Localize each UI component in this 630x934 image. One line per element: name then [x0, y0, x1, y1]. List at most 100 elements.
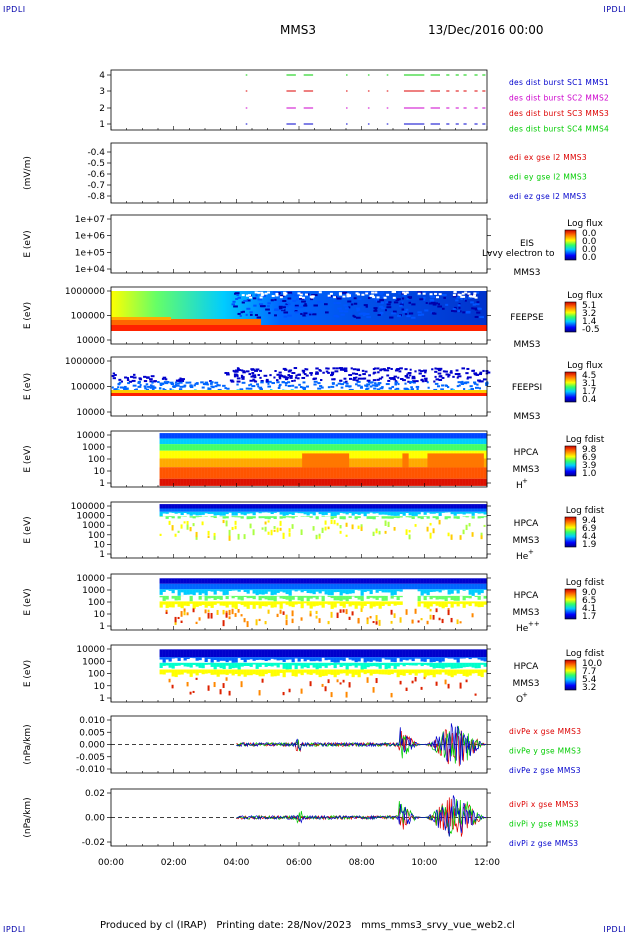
- panel-hpca_o-spectrogram-cell: [426, 662, 430, 666]
- panel-hpca_o-spectrogram-cell: [261, 669, 265, 677]
- panel-hpca_he1-spectrogram-cell: [306, 511, 310, 516]
- panel-hpca_he2-drop: [180, 620, 183, 623]
- panel-feepse-speckle: [474, 315, 479, 318]
- panel-hpca_o-spectrogram-cell: [222, 669, 226, 675]
- panel-hpca_o-spectrogram-cell: [252, 662, 256, 665]
- panel-hpca_he1-spectrogram-cell: [243, 511, 247, 516]
- panel-hpca_he1-spectrogram-cell: [276, 504, 280, 509]
- panel-hpca_he2-spectrogram-cell: [195, 589, 199, 593]
- panel-hpca_he2-drop: [366, 619, 369, 625]
- panel-hpca_o-spectrogram-cell: [213, 657, 217, 660]
- panel-hpca_he1-drop: [429, 532, 432, 539]
- panel-hpca_he1-drop: [357, 525, 360, 529]
- panel-hpca_he2-spectrogram-cell: [219, 601, 223, 606]
- panel-feepse-speckle: [437, 305, 443, 308]
- panel-feepse-gap: [429, 293, 433, 296]
- panel-hpca_he2-spectrogram-cell: [435, 583, 439, 590]
- panel-hpca_he2-spectrogram-cell: [183, 578, 187, 584]
- panel-feepse-speckle: [457, 304, 461, 307]
- panel-hpca_he2-colorbar-tick: 9.0: [582, 588, 597, 598]
- panel-hpca_he2-drop: [315, 610, 318, 614]
- panel-hpca_h-spectrogram-cell: [279, 458, 283, 468]
- panel-hpca_he1-spectrogram-cell: [477, 516, 481, 519]
- panel-hpca_h-spectrogram-cell: [360, 458, 364, 468]
- panel-feepsi-speckle: [112, 377, 116, 380]
- panel-hpca_he2-spectrogram-cell: [342, 589, 346, 594]
- panel-feepsi-speckle: [340, 368, 345, 371]
- panel-hpca_h-spectrogram-cell: [462, 433, 466, 439]
- panel-hpca_he1-spectrogram-cell: [207, 511, 211, 514]
- panel-hpca_he1-spectrogram-cell: [228, 504, 232, 509]
- panel-hpca_he2-spectrogram-cell: [471, 601, 475, 604]
- panel-feepse-speckle: [234, 292, 240, 295]
- panel-hpca_o-spectrogram-cell: [216, 669, 220, 677]
- panel-eis-colorbar-tick: 0.0: [582, 229, 597, 239]
- panel-hpca_h-spectrogram-cell: [423, 467, 427, 479]
- panel-feepsi-speckle: [230, 380, 235, 383]
- panel-hpca_h-spectrogram-cell: [363, 478, 367, 486]
- panel-hpca_he1-spectrogram-cell: [333, 511, 337, 516]
- footer: Produced by cl (IRAP) Printing date: 28/…: [100, 920, 515, 931]
- panel-hpca_he1-spectrogram-cell: [372, 516, 376, 520]
- panel-hpca_he2-spectrogram-cell: [303, 578, 307, 584]
- panel-hpca_he2-spectrogram-cell: [315, 583, 319, 590]
- panel-hpca_he2-drop: [243, 618, 246, 623]
- panel-feepse-lowband: [111, 319, 261, 325]
- panel-hpca_h-spectrogram-cell: [393, 438, 397, 445]
- panel-hpca_h-spectrogram-cell: [282, 433, 286, 439]
- panel-hpca_he1-spectrogram-cell: [405, 516, 409, 518]
- panel-hpca_h-spectrogram-cell: [297, 467, 301, 479]
- panel-hpca_h-spectrogram-cell: [159, 458, 163, 468]
- panel-hpca_he2-spectrogram-cell: [381, 601, 385, 606]
- panel-feepsi-speckle: [170, 383, 175, 386]
- panel-hpca_he2-spectrogram-cell: [444, 595, 448, 602]
- panel-hpca_h-spectrogram-cell: [399, 433, 403, 439]
- panel-feepsi-speckle: [466, 376, 470, 379]
- panel-feepsi-ylabel: E (eV): [23, 373, 33, 400]
- panel-hpca_h-spectrogram-cell: [258, 438, 262, 445]
- panel-hpca_h-spectrogram-cell: [288, 467, 292, 479]
- panel-hpca_o-spectrogram-cell: [432, 669, 436, 678]
- panel-hpca_he1-drop: [378, 530, 381, 535]
- panel-hpca_o-spectrogram-cell: [363, 649, 367, 658]
- panel-hpca_h-spectrogram-cell: [228, 450, 232, 459]
- panel-hpca_he2-drop: [369, 616, 372, 619]
- panel-hpca_he2-drop: [240, 614, 243, 617]
- panel-feepsi-speckle: [250, 375, 254, 378]
- panel-hpca_o-spectrogram-cell: [381, 662, 385, 666]
- panel-hpca_he2-drop: [207, 612, 210, 619]
- panel-feepsi-speckle: [433, 380, 436, 383]
- panel-hpca_h-spectrogram-cell: [183, 438, 187, 445]
- panel-hpca_o-spectrogram-cell: [477, 669, 481, 676]
- panel-feepsi-speckle: [284, 368, 288, 371]
- panel-feepsi-speckle: [237, 367, 240, 370]
- panel-hpca_h-spectrogram-cell: [264, 478, 268, 486]
- panel-hpca_h-spectrogram-cell: [264, 433, 268, 439]
- panel-hpca_o-spectrogram-cell: [465, 669, 469, 677]
- panel-hpca_h-spectrogram-cell: [186, 478, 190, 486]
- panel-hpca_he2-drop: [180, 611, 183, 617]
- panel-feepsi-speckle: [412, 376, 416, 379]
- panel-hpca_he1-spectrogram-cell: [177, 508, 181, 512]
- panel-hpca_he1-spectrogram-cell: [249, 516, 253, 519]
- panel-hpca_he1-spectrogram-cell: [414, 508, 418, 512]
- panel-hpca_o-spectrogram-cell: [192, 662, 196, 665]
- panel-hpca_h-spectrogram-cell: [291, 458, 295, 468]
- panel-hpca_o-spectrogram-cell: [360, 669, 364, 673]
- panel-hpca_o-spectrogram-cell: [450, 657, 454, 659]
- panel-hpca_h-spectrogram-cell: [366, 478, 370, 486]
- panel-feepsi-speckle: [409, 374, 412, 377]
- panel-hpca_h-spectrogram-cell: [357, 458, 361, 468]
- panel-hpca_h-ytick-label: 1000: [82, 443, 105, 453]
- panel-hpca_o-spectrogram-cell: [396, 649, 400, 658]
- panel-hpca_h-spectrogram-cell: [273, 444, 277, 451]
- panel-hpca_h-spectrogram-cell: [396, 433, 400, 439]
- panel-hpca_h-spectrogram-cell: [312, 433, 316, 439]
- panel-hpca_h-spectrogram-cell: [372, 458, 376, 468]
- panel-hpca_he2-spectrogram-cell: [342, 601, 346, 608]
- panel-hpca_he2-spectrogram-cell: [408, 578, 412, 584]
- panel-hpca_he1-spectrogram-cell: [180, 508, 184, 512]
- panel-hpca_o-spectrogram-cell: [273, 657, 277, 660]
- panel-hpca_he1-spectrogram-cell: [309, 511, 313, 514]
- panel-feepsi-speckle: [254, 369, 258, 372]
